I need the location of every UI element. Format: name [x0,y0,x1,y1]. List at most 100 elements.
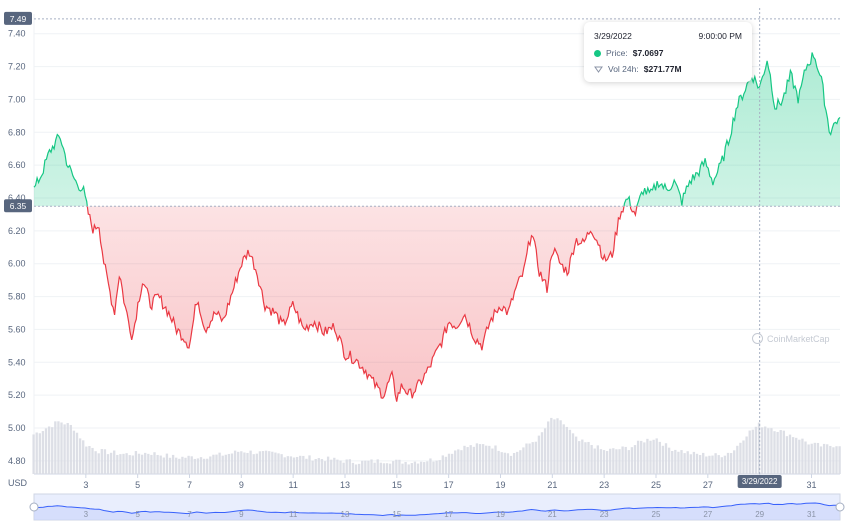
navigator-tick-label: 19 [496,510,505,519]
volume-bar [348,459,351,474]
volume-bar [388,463,392,474]
navigator-tick-label: 11 [289,510,298,519]
volume-bar [66,423,69,474]
x-tick-label: 21 [547,480,557,490]
volume-bar [528,443,531,474]
volume-bar [134,451,138,474]
volume-bar [429,458,432,474]
volume-bar [193,458,196,474]
navigator-right-handle[interactable] [835,502,845,512]
volume-bar [711,455,714,474]
price-lines [33,52,841,402]
volume-bar [593,448,596,474]
x-axis-labels: USD35791113151719212325272931 [8,474,816,490]
y-tick-label: 5.80 [8,292,26,302]
volume-bar [63,424,66,474]
volume-bar [556,418,559,474]
y-tick-label: 5.60 [8,324,26,334]
volume-bar [361,460,364,474]
volume-bar [404,461,407,474]
volume-bar [119,454,122,474]
volume-bar [627,450,630,474]
volume-bar [537,435,541,474]
volume-bar [497,450,500,474]
x-tick-label: 19 [495,480,505,490]
volume-bar [785,436,789,474]
volume-bar [283,457,286,474]
volume-bar [646,438,649,474]
volume-bar [426,461,429,474]
volume-bar [122,453,125,474]
x-tick-label: 7 [187,480,192,490]
y-tick-label: 7.00 [8,94,26,104]
volume-bar [444,456,448,474]
volume-bar [44,428,48,474]
price-tooltip: 3/29/2022 9:00:00 PM Price: $7.0697 Vol … [584,22,752,82]
volume-bar [472,446,475,474]
volume-bar [810,443,813,474]
volume-bar [51,427,54,474]
volume-bar [416,463,420,474]
navigator-tick-label: 29 [755,510,764,519]
coinmarketcap-logo-icon [752,333,763,344]
volume-bar [739,442,742,474]
navigator-tick-label: 27 [703,510,712,519]
volume-bar [432,461,435,474]
volume-bar [683,453,686,474]
volume-bar [612,448,615,474]
navigator-left-handle[interactable] [29,502,39,512]
volume-bar [568,429,572,474]
volume-bar [302,455,305,474]
volume-bar [590,445,593,474]
volume-bar [692,451,696,474]
volume-bar [795,437,798,474]
navigator-tick-label: 17 [444,510,453,519]
volume-bar [410,463,413,474]
crosshair-date-label: 3/29/2022 [742,477,778,486]
volume-bar [736,445,739,474]
volume-bar [75,432,79,474]
volume-bar [822,443,826,474]
volume-bar [618,449,621,474]
volume-bar [199,457,203,474]
volume-bar [41,431,45,474]
reference-line: 6.35 7.49 [4,11,840,213]
volume-bar [655,438,658,474]
volume-bar [553,419,556,474]
volume-bar [258,451,262,474]
volume-bar [571,433,575,474]
volume-bar [633,445,637,474]
volume-bar [333,457,336,474]
volume-bar [760,427,764,474]
volume-bar [754,426,758,474]
volume-bar [264,450,268,474]
range-navigator[interactable]: 3 5 7 9 11 13 15 17 19 21 23 25 27 29 31 [29,493,845,521]
volume-bar [57,421,60,474]
volume-bar [320,459,324,474]
volume-bar [475,443,479,474]
volume-bar [804,441,807,474]
volume-bar [714,453,717,474]
volume-bar [252,454,255,474]
volume-bar [801,438,804,474]
volume-bar [159,455,162,474]
volume-bar [581,439,584,474]
volume-bar [147,453,150,474]
volume-bar [392,461,395,474]
volume-bar [398,459,401,474]
volume-bar [85,446,88,474]
volume-bar [156,454,159,474]
volume-bar [215,454,218,474]
volume-bar [233,450,237,474]
volume-bar [705,456,708,474]
volume-bar [680,450,683,474]
navigator-tick-label: 21 [548,510,557,519]
volume-bar [615,449,618,474]
volume-bar [503,452,506,474]
volume-bar [419,461,423,474]
volume-bar [450,453,454,474]
x-tick-label: 31 [806,480,816,490]
volume-bar [543,428,547,474]
volume-bar [599,449,603,474]
